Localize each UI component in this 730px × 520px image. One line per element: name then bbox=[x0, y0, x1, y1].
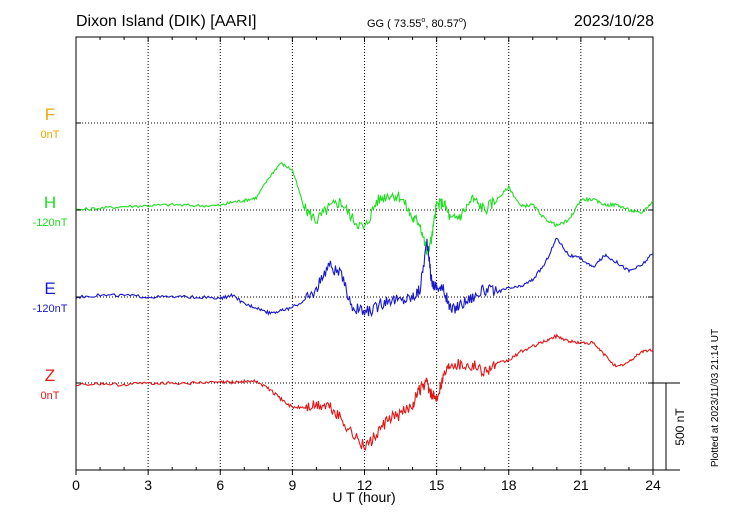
series-layer bbox=[75, 162, 654, 451]
x-tick-label: 12 bbox=[357, 477, 373, 493]
scale-bar: 500 nT bbox=[653, 382, 687, 471]
x-tick-label: 21 bbox=[573, 477, 589, 493]
x-tick-label: 24 bbox=[645, 477, 661, 493]
scale-bar-label: 500 nT bbox=[673, 408, 687, 446]
grid-lines bbox=[76, 37, 653, 470]
channel-label-Z: Z bbox=[45, 366, 55, 385]
x-axis-label: U T (hour) bbox=[332, 489, 395, 505]
x-tick-label: 9 bbox=[288, 477, 296, 493]
plotted-timestamp: Plotted at 2023/11/03 21:14 UT bbox=[710, 329, 721, 467]
x-axis: 0 3 6 9 12 15 18 21 24 bbox=[72, 37, 661, 493]
chart-title: Dixon Island (DIK) [AARI] bbox=[76, 13, 257, 30]
x-tick-label: 15 bbox=[429, 477, 445, 493]
series-line-E bbox=[75, 237, 654, 318]
x-tick-label: 6 bbox=[216, 477, 224, 493]
channel-label-H: H bbox=[44, 193, 56, 212]
chart-date: 2023/10/28 bbox=[574, 13, 654, 30]
x-tick-label: 3 bbox=[144, 477, 152, 493]
station-coordinates: GG ( 73.55o, 80.57o) bbox=[367, 17, 467, 30]
channel-label-E: E bbox=[44, 279, 55, 298]
series-line-Z bbox=[75, 333, 654, 451]
channel-baseline-H: -120nT bbox=[33, 217, 68, 229]
x-tick-label: 0 bbox=[72, 477, 80, 493]
channel-baseline-E: -120nT bbox=[33, 303, 68, 315]
channel-baseline-Z: 0nT bbox=[41, 390, 60, 402]
channel-baseline-F: 0nT bbox=[41, 129, 60, 141]
channel-label-F: F bbox=[45, 105, 55, 124]
channel-labels: F 0nT H -120nT E -120nT Z 0nT bbox=[33, 105, 68, 402]
series-line-H bbox=[75, 162, 654, 257]
x-tick-label: 18 bbox=[501, 477, 517, 493]
